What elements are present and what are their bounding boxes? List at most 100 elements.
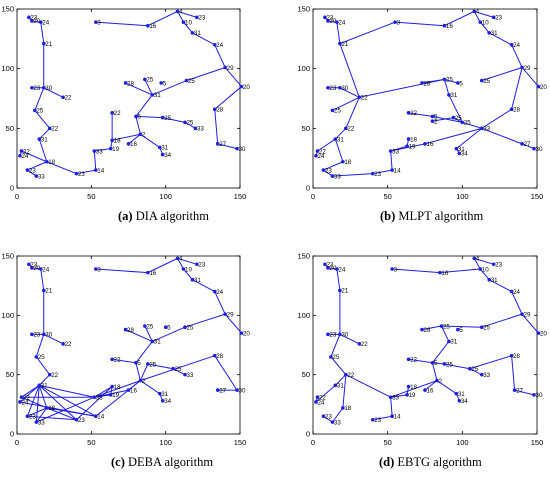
edge-line (27, 407, 47, 417)
node-label: 4 (476, 9, 480, 16)
node-point (439, 324, 444, 328)
node-label: 30 (341, 85, 348, 92)
edge-line (177, 11, 184, 23)
edge-line (27, 415, 77, 421)
node-point (183, 325, 187, 330)
node-point (37, 137, 42, 141)
edge-line (95, 268, 148, 274)
node-label: 22 (23, 148, 30, 155)
node-point (27, 15, 31, 20)
node-point (18, 400, 22, 404)
node-point (344, 372, 348, 377)
node-point (183, 120, 187, 125)
y-tick-label: 0 (10, 430, 14, 439)
node-label: 21 (341, 41, 348, 48)
node-point (92, 149, 97, 153)
node-label: 18 (48, 405, 55, 412)
node-point (321, 168, 326, 172)
edge-line (408, 112, 433, 117)
node-point (175, 9, 180, 14)
node-point (183, 372, 187, 377)
edge-line (436, 380, 457, 395)
node-point (74, 417, 79, 422)
edge-line (125, 329, 153, 342)
node-point (212, 289, 217, 294)
edge-line (34, 87, 45, 111)
node-point (157, 391, 162, 396)
node-point (314, 400, 318, 404)
node-label: 31 (450, 339, 457, 346)
edge-line (147, 257, 178, 274)
node-label: 30 (239, 146, 246, 153)
node-label: 18 (114, 138, 121, 145)
y-tick-label: 50 (302, 370, 310, 379)
node-label: 10 (185, 19, 192, 26)
x-tick-label: 100 (159, 192, 172, 201)
node-point (215, 142, 220, 146)
node-point (388, 149, 393, 153)
caption-title: DIA algorithm (135, 209, 209, 223)
node-label: 31 (337, 383, 344, 390)
node-point (33, 108, 37, 113)
node-label: 3 (394, 266, 398, 273)
node-point (532, 146, 536, 151)
node-point (195, 15, 199, 20)
node-point (329, 355, 333, 359)
node-label: 28 (216, 353, 223, 360)
node-point (190, 31, 195, 35)
panel-d: 0 50 100 1500501001502331642310312429202552… (297, 252, 547, 448)
node-label: 14 (394, 414, 401, 421)
node-label: 31 (450, 92, 457, 99)
x-tick-label: 100 (159, 438, 172, 447)
node-label: 21 (341, 288, 348, 295)
edge-line (334, 138, 344, 162)
edge-line (511, 44, 523, 68)
node-point (472, 256, 477, 261)
x-tick-label: 0 (15, 438, 19, 447)
node-point (333, 383, 338, 388)
node-point (447, 339, 451, 344)
edge-line (27, 161, 47, 171)
edge-line (177, 257, 198, 265)
node-label: 24 (513, 289, 520, 296)
caption-title: DEBA algorithm (128, 455, 214, 469)
node-point (123, 81, 128, 85)
node-label: 33 (392, 395, 399, 402)
node-label: 33 (186, 372, 193, 379)
caption-d: (d) EBTG algorithm (379, 455, 482, 470)
node-label: 2 (142, 378, 146, 385)
edge-line (35, 334, 45, 358)
node-label: 25 (332, 354, 339, 361)
node-label: 31 (337, 136, 344, 143)
y-tick-label: 100 (297, 64, 310, 73)
node-point (536, 84, 541, 89)
node-point (47, 126, 52, 131)
node-label: 28 (513, 353, 520, 360)
node-point (126, 142, 131, 146)
node-point (30, 85, 34, 90)
node-label: 20 (243, 330, 250, 337)
node-point (536, 331, 541, 335)
node-label: 21 (45, 41, 52, 48)
panel-b: 0 50 100 1500501001502331642310312429202552… (297, 5, 547, 202)
edge-line (390, 380, 438, 398)
node-label: 16 (446, 23, 453, 30)
edge-line (184, 313, 226, 328)
node-label: 22 (23, 395, 30, 402)
node-point (406, 384, 411, 389)
node-point (321, 414, 326, 419)
edge-line (192, 32, 215, 46)
node-label: 14 (394, 167, 401, 174)
x-tick-label: 150 (234, 438, 247, 447)
node-label: 23 (198, 262, 205, 269)
node-label: 33 (38, 419, 45, 426)
y-tick-label: 150 (297, 252, 310, 261)
node-label: 22 (410, 110, 417, 117)
edge-line (39, 384, 95, 398)
node-label: 30 (341, 332, 348, 339)
edge-line (147, 10, 178, 27)
node-point (487, 277, 492, 282)
node-point (19, 395, 24, 400)
